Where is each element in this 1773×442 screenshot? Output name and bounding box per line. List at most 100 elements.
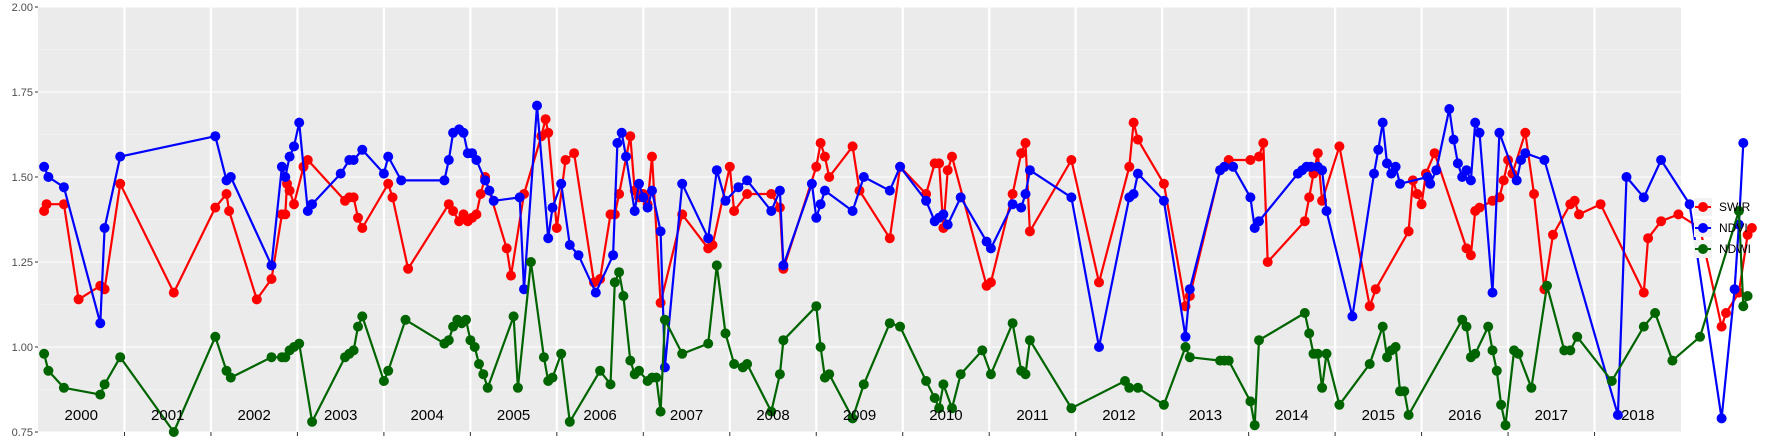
data-point-ndvi: [895, 161, 906, 172]
data-point-swir: [884, 233, 895, 244]
data-point-ndwi: [921, 376, 932, 386]
data-point-swir: [302, 155, 313, 165]
data-point-ndvi: [766, 206, 777, 216]
legend-label: SWIR: [1719, 200, 1751, 214]
data-point-swir: [655, 297, 666, 308]
data-point-ndwi: [1572, 331, 1583, 342]
data-point-ndwi: [443, 335, 454, 346]
data-point-ndwi: [474, 359, 484, 369]
data-point-ndvi: [616, 127, 627, 138]
data-point-swir: [1656, 216, 1667, 227]
data-point-ndwi: [461, 314, 471, 325]
y-tick-label: 1.00: [12, 342, 33, 354]
series-layer: [39, 100, 1757, 437]
data-point-ndvi: [629, 206, 640, 216]
data-point-swir: [1529, 189, 1539, 199]
data-point-swir: [1254, 151, 1264, 162]
major-gridlines: [38, 6, 1681, 433]
data-point-ndwi: [1542, 280, 1552, 291]
year-label: 2015: [1362, 407, 1395, 424]
year-labels: 2000 2001 2002 2003 2004 2005 2006 2007 2008 2009…: [65, 407, 1655, 424]
data-point-ndvi: [1612, 410, 1623, 420]
data-point-swir: [1299, 216, 1310, 227]
data-point-ndwi: [778, 335, 789, 346]
data-point-swir: [1258, 138, 1269, 148]
data-point-ndwi: [824, 369, 835, 380]
data-point-ndwi: [1254, 335, 1264, 346]
data-point-ndwi: [1245, 396, 1256, 407]
data-point-ndvi: [778, 260, 789, 271]
data-point-ndvi: [564, 240, 575, 250]
data-point-ndwi: [168, 427, 179, 437]
data-point-ndvi: [1020, 189, 1031, 199]
data-point-ndwi: [618, 291, 629, 301]
data-point-swir: [625, 131, 636, 142]
data-point-ndvi: [547, 202, 558, 213]
data-point-swir: [1746, 223, 1757, 233]
data-point-ndvi: [811, 212, 822, 223]
data-point-ndwi: [43, 365, 54, 376]
data-point-ndwi: [95, 389, 106, 400]
data-point-ndvi: [439, 175, 450, 186]
data-point-ndwi: [482, 382, 493, 393]
data-point-ndwi: [1249, 420, 1260, 431]
data-point-ndwi: [210, 331, 221, 342]
series-ndvi: [39, 100, 1749, 424]
data-point-swir: [383, 178, 394, 189]
data-point-swir: [551, 223, 562, 233]
data-point-swir: [1429, 148, 1440, 159]
data-point-swir: [824, 172, 835, 182]
data-point-ndwi: [1158, 399, 1169, 410]
data-point-ndwi: [1399, 386, 1410, 397]
data-point-ndwi: [659, 314, 670, 325]
data-point-swir: [1643, 233, 1654, 244]
data-point-ndvi: [1305, 161, 1316, 172]
data-point-swir: [1569, 195, 1580, 206]
year-label: 2001: [151, 407, 184, 424]
year-label: 2005: [497, 407, 530, 424]
data-point-swir: [1245, 155, 1256, 165]
data-point-ndvi: [1024, 165, 1035, 176]
data-point-ndvi: [1347, 311, 1358, 322]
data-point-ndvi: [985, 243, 996, 254]
data-point-swir: [540, 114, 551, 125]
data-point-ndvi: [955, 192, 966, 203]
data-point-ndwi: [677, 348, 688, 359]
data-point-ndwi: [512, 382, 523, 393]
data-point-swir: [766, 189, 777, 199]
data-point-ndvi: [1539, 155, 1550, 165]
data-point-swir: [251, 294, 262, 305]
data-point-swir: [819, 151, 830, 162]
data-point-ndwi: [353, 321, 363, 332]
data-point-ndwi: [378, 376, 389, 386]
data-point-ndwi: [729, 359, 740, 369]
data-point-ndvi: [733, 182, 744, 193]
data-point-ndvi: [1245, 192, 1256, 203]
data-point-ndwi: [58, 382, 69, 393]
data-point-ndwi: [977, 345, 988, 356]
data-point-ndvi: [294, 117, 305, 128]
data-point-ndwi: [703, 338, 714, 349]
data-point-ndvi: [1016, 202, 1027, 213]
data-point-swir: [815, 138, 826, 148]
data-point-ndvi: [1431, 165, 1442, 176]
data-point-ndwi: [478, 369, 489, 380]
year-label: 2010: [929, 407, 962, 424]
data-point-ndvi: [1729, 284, 1740, 295]
data-point-ndvi: [1684, 199, 1695, 210]
year-label: 2004: [410, 407, 443, 424]
data-point-ndwi: [811, 301, 822, 312]
data-point-ndwi: [1299, 308, 1310, 318]
data-point-swir: [475, 189, 486, 199]
data-point-swir: [1595, 199, 1606, 210]
legend-item-ndvi: NDVI: [1694, 219, 1748, 237]
data-point-ndwi: [564, 416, 575, 427]
data-point-ndwi: [884, 318, 895, 329]
data-point-ndwi: [1738, 301, 1749, 312]
data-point-ndwi: [1024, 335, 1035, 346]
data-point-ndvi: [608, 250, 619, 261]
data-point-swir: [1474, 202, 1485, 213]
data-point-ndwi: [634, 365, 644, 376]
data-point-swir: [947, 151, 957, 162]
data-point-swir: [1638, 287, 1649, 298]
